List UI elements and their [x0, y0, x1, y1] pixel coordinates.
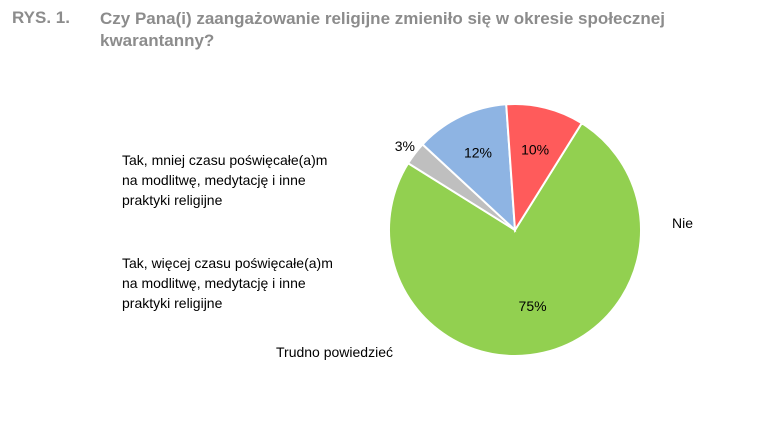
pie-slice-tak-mniej: [505, 103, 584, 234]
category-label-line: na modlitwę, medytację i inne: [122, 275, 306, 291]
pie-slices: [388, 103, 642, 357]
category-label-line: Nie: [672, 215, 694, 231]
pie-value-labels: 75% 3% 12% 10%: [395, 138, 549, 314]
value-label-trudno-powiedziec: 3%: [395, 138, 415, 154]
category-label-line: Tak, mniej czasu poświęcałe(a)m: [122, 152, 328, 168]
value-label-nie: 75%: [519, 298, 547, 314]
chart-title: Czy Pana(i) zaangażowanie religijne zmie…: [100, 9, 665, 50]
pie-slice-nie: [388, 121, 642, 357]
category-label-line: na modlitwę, medytację i inne: [122, 172, 306, 188]
category-label-tak-wiecej: Tak, więcej czasu poświęcałe(a)m na modli…: [122, 253, 333, 313]
category-label-line: Trudno powiedzieć: [276, 344, 393, 360]
category-label-trudno-powiedziec: Trudno powiedzieć: [276, 342, 393, 362]
category-label-line: praktyki religijne: [122, 192, 223, 208]
category-label-tak-mniej: Tak, mniej czasu poświęcałe(a)m na modlit…: [122, 150, 327, 210]
figure-number: RYS. 1.: [12, 8, 70, 27]
value-label-tak-mniej: 10%: [521, 141, 549, 157]
category-label-line: praktyki religijne: [122, 295, 223, 311]
value-label-tak-wiecej: 12%: [464, 145, 492, 161]
pie-slice-tak-wiecej: [421, 103, 517, 233]
category-label-line: Tak, więcej czasu poświęcałe(a)m: [122, 255, 333, 271]
category-label-nie: Nie: [672, 213, 693, 233]
